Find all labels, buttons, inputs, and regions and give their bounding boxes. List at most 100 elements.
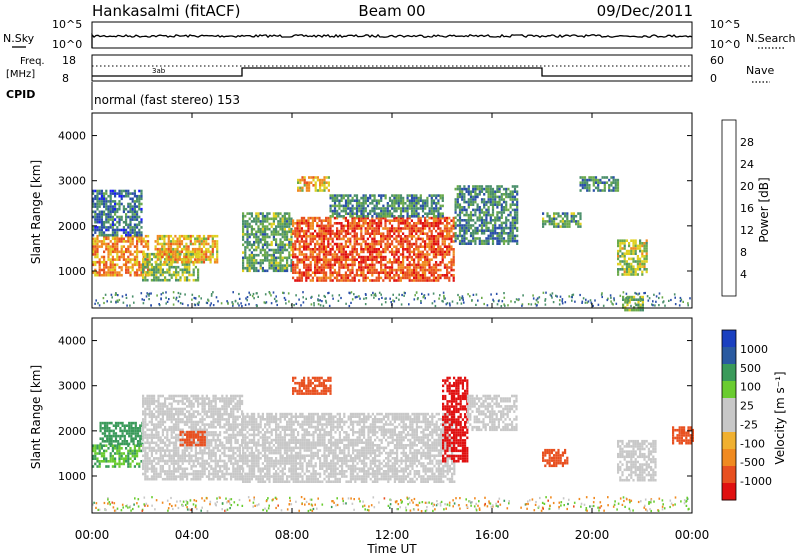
power-cell — [191, 255, 195, 259]
power-cell — [489, 219, 492, 222]
power-cell — [437, 242, 440, 246]
power-cell — [114, 266, 117, 269]
power-cell — [452, 263, 455, 267]
power-cell — [131, 234, 134, 238]
power-cell — [682, 300, 684, 303]
power-cell — [417, 216, 420, 220]
velocity-cell — [157, 475, 160, 478]
power-cell — [421, 232, 424, 235]
power-cell — [349, 212, 352, 215]
power-cell — [157, 278, 160, 282]
power-cell — [320, 219, 323, 222]
power-cell — [362, 216, 365, 220]
power-cell — [454, 206, 457, 209]
velocity-cell — [155, 428, 158, 432]
power-cell — [118, 223, 121, 227]
power-cell — [366, 271, 369, 274]
power-cell — [94, 210, 97, 214]
power-cell — [250, 233, 253, 236]
power-cell — [242, 251, 245, 254]
power-cell — [458, 242, 462, 245]
power-cell — [432, 235, 435, 238]
power-cell — [373, 293, 376, 297]
power-cell — [325, 276, 328, 280]
power-cell — [448, 229, 451, 233]
power-cell — [272, 266, 275, 270]
power-cell — [277, 243, 280, 247]
power-cell — [325, 261, 328, 264]
power-cell — [487, 234, 490, 238]
power-cell — [500, 221, 503, 225]
power-cell — [155, 252, 158, 256]
power-cell — [105, 200, 108, 203]
power-cell — [467, 239, 470, 243]
power-cell — [94, 220, 97, 224]
power-cell — [380, 266, 383, 269]
power-cell — [338, 229, 341, 233]
velocity-cell — [159, 407, 162, 411]
power-cell — [244, 222, 247, 226]
power-cell — [628, 242, 631, 245]
velocity-cell — [134, 434, 137, 438]
power-cell — [100, 197, 103, 201]
power-cell — [463, 242, 466, 245]
power-cell — [365, 297, 368, 300]
velocity-cell — [161, 464, 164, 468]
power-cell — [485, 190, 488, 193]
velocity-cell — [144, 407, 147, 411]
power-cell — [408, 235, 411, 238]
power-cell — [643, 247, 646, 250]
power-cell — [277, 264, 280, 267]
power-cell — [329, 261, 332, 264]
power-cell — [177, 278, 180, 282]
power-cell — [617, 273, 620, 276]
power-cell — [136, 194, 139, 198]
power-cell — [575, 222, 578, 226]
power-cell — [432, 271, 435, 274]
power-cell — [388, 279, 391, 282]
power-cell — [353, 222, 356, 225]
power-cell — [329, 266, 332, 269]
velocity-cell — [127, 452, 130, 455]
power-cell — [476, 237, 479, 240]
power-cell — [275, 266, 278, 270]
power-cell — [325, 250, 328, 254]
power-cell — [114, 223, 117, 227]
power-cell — [340, 224, 343, 228]
power-cell — [175, 298, 177, 301]
power-cell — [344, 202, 348, 205]
power-cell — [350, 291, 353, 294]
power-cell — [333, 271, 336, 274]
power-cell — [469, 203, 473, 206]
power-cell — [94, 247, 97, 251]
power-cell — [511, 224, 514, 227]
power-cell — [329, 209, 332, 213]
power-cell — [238, 297, 241, 300]
power-cell — [136, 231, 139, 234]
power-cell — [318, 248, 321, 251]
power-cell — [279, 266, 282, 270]
velocity-cell — [101, 427, 104, 430]
power-cell — [261, 269, 264, 273]
power-cell — [305, 235, 308, 238]
power-cell — [617, 262, 620, 266]
power-cell — [546, 214, 549, 218]
power-cell — [364, 227, 367, 230]
power-cell — [391, 253, 394, 256]
velocity-cell — [106, 437, 109, 440]
power-cell — [311, 248, 314, 251]
power-cell — [301, 176, 304, 179]
power-cell — [430, 266, 433, 269]
power-cell — [194, 253, 197, 256]
power-cell — [336, 276, 339, 280]
power-cell — [314, 235, 317, 238]
power-cell — [261, 222, 264, 226]
velocity-cell — [148, 410, 151, 413]
velocity-cell — [164, 444, 167, 447]
power-cell — [621, 242, 624, 245]
power-cell — [511, 239, 514, 243]
power-cell — [476, 229, 479, 232]
freq-tick-lo: 8 — [62, 72, 69, 85]
power-cell — [504, 304, 506, 307]
power-cell — [266, 269, 269, 273]
